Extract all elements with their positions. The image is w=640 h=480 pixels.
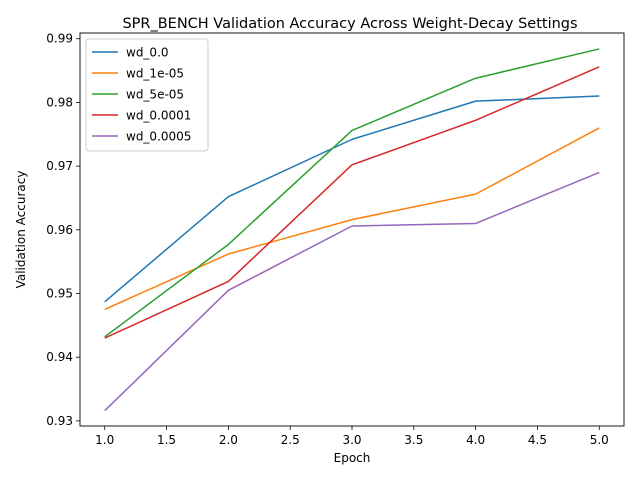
legend-label: wd_0.0001 bbox=[126, 109, 191, 123]
x-axis-label: Epoch bbox=[334, 451, 371, 465]
y-tick-label: 0.97 bbox=[46, 159, 73, 173]
chart-title: SPR_BENCH Validation Accuracy Across Wei… bbox=[122, 16, 577, 32]
x-tick-label: 5.0 bbox=[590, 433, 609, 447]
series-line-wd_1e-05 bbox=[104, 127, 600, 311]
x-tick-label: 2.0 bbox=[219, 433, 238, 447]
x-tick-label: 4.5 bbox=[528, 433, 547, 447]
legend: wd_0.0 wd_1e-05 wd_5e-05 wd_0.0001 wd_0.0005 bbox=[85, 38, 209, 152]
y-tick-label: 0.96 bbox=[46, 223, 73, 237]
x-tick-label: 3.0 bbox=[342, 433, 361, 447]
series-line-wd_5e-05 bbox=[104, 48, 600, 338]
legend-label: wd_0.0 bbox=[126, 46, 169, 60]
series-line-wd_0.0001 bbox=[104, 66, 600, 339]
y-tick-label: 0.93 bbox=[46, 414, 73, 428]
legend-label: wd_1e-05 bbox=[126, 67, 184, 81]
series-line-wd_0.0005 bbox=[104, 171, 600, 412]
y-tick-label: 0.99 bbox=[46, 32, 73, 46]
plot-frame bbox=[79, 32, 625, 427]
legend-label: wd_0.0005 bbox=[126, 130, 191, 144]
legend-frame bbox=[85, 38, 209, 152]
y-axis-label: Validation Accuracy bbox=[14, 171, 28, 289]
x-tick-label: 2.5 bbox=[281, 433, 300, 447]
x-tick-label: 4.0 bbox=[466, 433, 485, 447]
x-tick-label: 1.0 bbox=[95, 433, 114, 447]
y-tick-label: 0.98 bbox=[46, 95, 73, 109]
y-tick-label: 0.95 bbox=[46, 287, 73, 301]
legend-label: wd_5e-05 bbox=[126, 88, 184, 102]
x-tick-label: 3.5 bbox=[404, 433, 423, 447]
x-axis-ticks: 1.0 1.5 2.0 2.5 3.0 3.5 4.0 4.5 5.0 bbox=[95, 426, 609, 447]
y-axis-ticks: 0.93 0.94 0.95 0.96 0.97 0.98 0.99 bbox=[46, 32, 80, 428]
y-tick-label: 0.94 bbox=[46, 350, 73, 364]
x-tick-label: 1.5 bbox=[157, 433, 176, 447]
series-lines bbox=[104, 48, 600, 412]
series-line-wd_0.0 bbox=[104, 95, 600, 303]
